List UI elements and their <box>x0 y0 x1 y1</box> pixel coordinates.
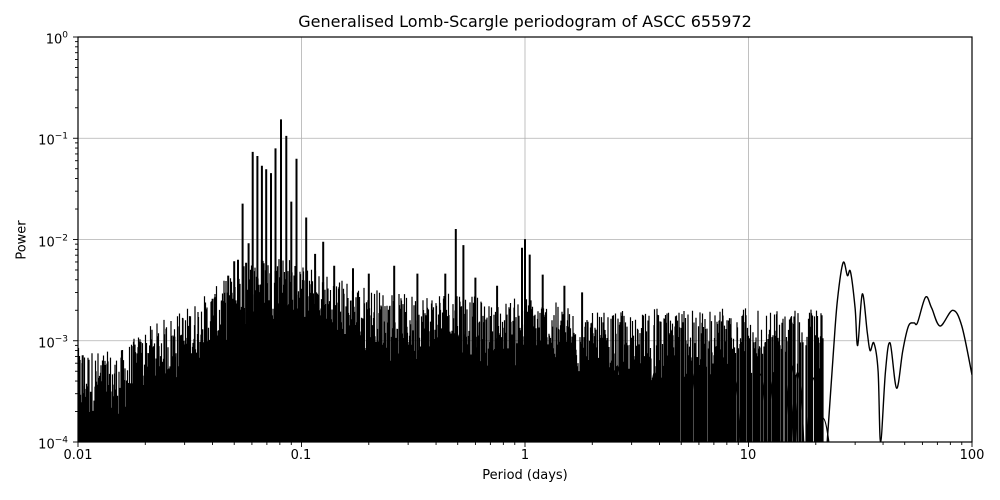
peak <box>628 367 642 442</box>
x-tick-label: 10 <box>739 448 757 463</box>
chart-title: Generalised Lomb-Scargle periodogram of … <box>298 12 752 31</box>
peak <box>791 371 805 442</box>
x-tick-label: 0.1 <box>290 448 312 463</box>
peak <box>611 365 625 442</box>
y-tick-label: 10−3 <box>38 334 68 352</box>
x-tick-label: 100 <box>959 448 985 463</box>
peak <box>806 377 820 442</box>
y-tick-label: 100 <box>45 30 68 48</box>
peak <box>688 367 703 442</box>
x-axis-label: Period (days) <box>482 468 568 483</box>
peak <box>753 373 768 442</box>
y-tick-label: 10−4 <box>38 435 68 453</box>
peak <box>590 365 604 442</box>
peak <box>712 376 726 442</box>
peak <box>785 364 799 442</box>
power-series <box>78 119 972 442</box>
y-axis-label: Power <box>14 220 30 260</box>
peak <box>666 374 680 442</box>
y-tick-label: 10−1 <box>38 131 68 149</box>
peak <box>647 371 662 442</box>
long-period-curve <box>826 261 972 442</box>
dense-fill <box>78 326 571 442</box>
peak <box>727 376 741 442</box>
x-tick-label: 0.01 <box>63 448 93 463</box>
x-tick-label: 1 <box>520 448 530 463</box>
y-tick-label: 10−2 <box>38 233 68 251</box>
peak <box>767 373 781 442</box>
